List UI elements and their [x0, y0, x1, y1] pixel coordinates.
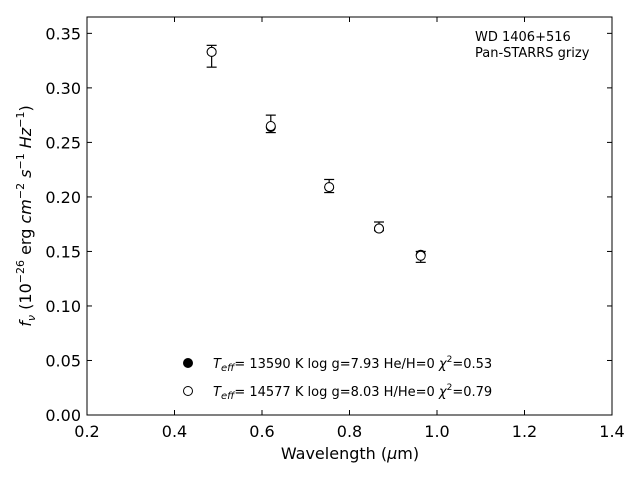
legend-label-series-1: Teff= 13590 K log g=7.93 He/H=0 χ2=0.53 — [213, 355, 492, 374]
y-tick-label: 0.15 — [45, 242, 81, 261]
y-axis-label: fν (10−26 erg cm−2 s−1 Hz−1) — [14, 105, 38, 326]
y-tick-label: 0.00 — [45, 406, 81, 425]
legend: Teff= 13590 K log g=7.93 He/H=0 χ2=0.53 … — [183, 355, 492, 402]
data-point-open — [415, 250, 426, 261]
plot-area — [86, 16, 613, 416]
legend-marker-open — [183, 386, 193, 396]
y-tick-label: 0.25 — [45, 133, 81, 152]
x-tick-label: 0.2 — [74, 422, 99, 441]
x-tick-label: 1.2 — [512, 422, 537, 441]
legend-label-series-2: Teff= 14577 K log g=8.03 H/He=0 χ2=0.79 — [213, 383, 492, 402]
data-point-open — [265, 121, 276, 132]
x-tick-label: 1.4 — [599, 422, 624, 441]
x-tick-label: 0.6 — [249, 422, 274, 441]
annotation-line-1: WD 1406+516 — [475, 30, 571, 45]
data-point-open — [324, 182, 335, 193]
x-axis-label: Wavelength (μm) — [281, 444, 419, 463]
legend-marker-filled — [183, 358, 193, 368]
y-tick-label: 0.05 — [45, 351, 81, 370]
data-point-open — [373, 223, 384, 234]
annotation-line-2: Pan-STARRS grizy — [475, 46, 590, 61]
x-tick-label: 0.8 — [337, 422, 362, 441]
x-tick-label: 1.0 — [424, 422, 449, 441]
y-tick-label: 0.30 — [45, 79, 81, 98]
x-tick-label: 0.4 — [162, 422, 187, 441]
y-tick-label: 0.20 — [45, 188, 81, 207]
data-point-open — [206, 46, 217, 57]
y-tick-label: 0.35 — [45, 24, 81, 43]
y-tick-label: 0.10 — [45, 297, 81, 316]
